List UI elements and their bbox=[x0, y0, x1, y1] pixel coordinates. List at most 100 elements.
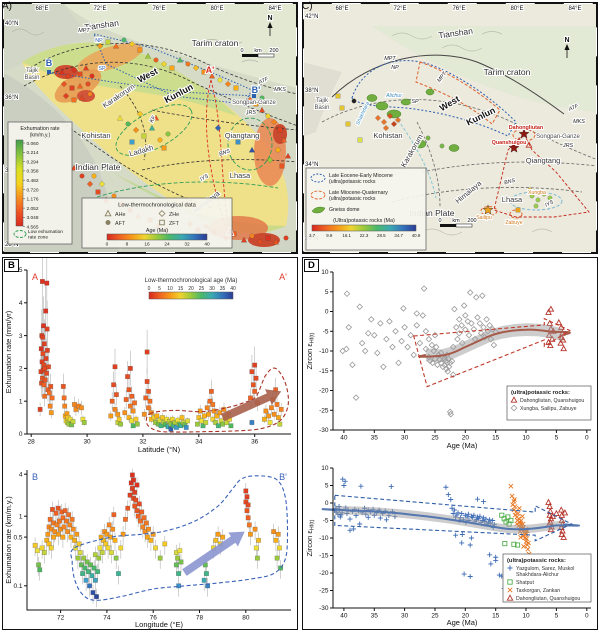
map-a-section-b-endpoint bbox=[47, 70, 51, 74]
colorbar-tick: 30 bbox=[209, 286, 215, 292]
legend-exhum-value: 2.052 bbox=[27, 206, 39, 212]
panel-b-letter: B bbox=[4, 259, 19, 272]
map-a-frame bbox=[2, 2, 298, 254]
legend-exhum-colorbar bbox=[15, 139, 24, 227]
map-a-canvas: 68°E72°E76°E80°E84°E40°N36°N32°N28°NTian… bbox=[2, 2, 298, 254]
x-tick-label: 15 bbox=[492, 613, 500, 620]
map-label: IYS bbox=[544, 199, 555, 209]
scalebar-seg bbox=[242, 54, 258, 57]
legend-item-label: Taxkorgan, Zankan bbox=[516, 588, 560, 594]
charts-d-canvas: 40 35 30 25 20 15 10 5 0 10 5 0 -5 -10 -15 -20 -25 -30 Age… bbox=[305, 269, 592, 627]
colorbar-tick: 20 bbox=[188, 286, 194, 292]
section-label-left: B bbox=[32, 472, 38, 482]
y-tick-label: -25 bbox=[319, 588, 329, 595]
map-label: Tarim craton bbox=[484, 67, 531, 77]
map-a-tianshan-terrain bbox=[2, 4, 94, 72]
x-tick-label: 36 bbox=[251, 439, 259, 446]
map-label: Xungba bbox=[528, 190, 546, 196]
legend-exhum-value: 0.294 bbox=[27, 159, 39, 165]
legend-thermo-age-tick: 32 bbox=[184, 242, 190, 248]
x-tick-label: 74 bbox=[103, 615, 111, 622]
map-label: BNS bbox=[504, 178, 517, 187]
x-tick-label: 30 bbox=[83, 439, 91, 446]
x-tick-label: 76 bbox=[150, 615, 158, 622]
panel-d-letter: D bbox=[304, 259, 319, 272]
legend-exhum-title: Exhumation rate bbox=[20, 126, 59, 132]
north-arrow-head bbox=[267, 22, 273, 28]
x-axis-label: Longitude (°E) bbox=[135, 620, 184, 629]
legend-c-colorbar bbox=[311, 224, 417, 232]
chart-d2: 40 35 30 25 20 15 10 5 0 10 5 0 -5 -10 -15 -20 -25 -30 Age… bbox=[305, 465, 592, 627]
legend-thermo-item: ZFT bbox=[169, 221, 180, 227]
map-top-tick: 80°E bbox=[210, 6, 223, 12]
x-tick-label: 10 bbox=[522, 435, 530, 442]
map-c-tajik-basin bbox=[302, 62, 342, 137]
legend-exhum-value: 0.060 bbox=[27, 141, 39, 147]
map-label: Kohistan bbox=[81, 131, 110, 140]
map-top-tick: 76°E bbox=[452, 6, 465, 12]
map-left-tick: 36°N bbox=[5, 95, 18, 101]
legend-exhum-value: 4.565 bbox=[27, 225, 39, 231]
map-label: KF bbox=[149, 114, 158, 124]
x-tick-label: 25 bbox=[431, 613, 439, 620]
section-label-left: A bbox=[32, 272, 38, 282]
y-tick-label: 0.5 bbox=[13, 534, 22, 541]
x-tick-label: 0 bbox=[585, 435, 589, 442]
map-label: JRS bbox=[562, 143, 574, 149]
y-tick-label: 0.1 bbox=[13, 583, 22, 590]
x-axis-label: Age (Ma) bbox=[447, 618, 478, 627]
y-tick-label: -20 bbox=[319, 570, 329, 577]
x-tick-label: 34 bbox=[195, 439, 203, 446]
map-label: Tajik Basin bbox=[24, 68, 39, 81]
colorbar-title: Low-thermochronological age (Ma) bbox=[145, 278, 238, 284]
legend-thermo-colorbar bbox=[106, 233, 208, 241]
y-tick-label: 10 bbox=[321, 269, 329, 276]
axes bbox=[24, 470, 291, 613]
map-c-tarim-craton bbox=[372, 26, 598, 112]
legend-low-exhum-note: rate zone bbox=[28, 235, 48, 241]
scalebar-zero: 0 bbox=[240, 48, 243, 54]
legend-title: (ultra)potassic rocks: bbox=[511, 390, 570, 396]
panel-c-label: C) bbox=[302, 1, 313, 12]
y-tick-label: 0 bbox=[325, 500, 329, 507]
map-label: Songpan-Ganze bbox=[232, 100, 276, 106]
y-tick-label: -25 bbox=[319, 407, 329, 414]
series-0 bbox=[333, 476, 523, 603]
y-axis-label: Exhumation rate (mm/yr) bbox=[4, 310, 13, 393]
map-a-hot-zone bbox=[77, 43, 143, 73]
legend-c-box bbox=[305, 167, 427, 251]
legend-c-bar-tick: 9.9 bbox=[326, 233, 333, 238]
x-tick-label: 15 bbox=[492, 435, 500, 442]
map-a-green-fringe-north bbox=[22, 42, 237, 116]
legend-exhum-value: 0.358 bbox=[27, 169, 39, 175]
y-tick-label: -5 bbox=[323, 328, 329, 335]
scalebar-unit: km bbox=[452, 218, 460, 224]
x-tick-label: 72 bbox=[57, 615, 65, 622]
legend-item-label: Shatput bbox=[516, 580, 534, 586]
legend-title: (ultra)potassic rocks: bbox=[507, 558, 566, 564]
x-tick-label: 78 bbox=[196, 615, 204, 622]
axes bbox=[330, 271, 591, 433]
map-label: A' bbox=[206, 65, 215, 75]
colorbar-tick: 10 bbox=[167, 286, 173, 292]
legend-thermo-age-tick: 0 bbox=[106, 242, 109, 248]
legend-c-item: (ultra)potassic rocks bbox=[329, 196, 376, 202]
x-tick-label: 35 bbox=[371, 435, 379, 442]
axes bbox=[24, 269, 291, 437]
scalebar-value: 200 bbox=[269, 48, 278, 54]
dashed-outline bbox=[70, 475, 289, 601]
trend-arrow bbox=[220, 389, 282, 422]
legend-thermo-item: AFT bbox=[115, 221, 126, 227]
y-tick-label: -10 bbox=[319, 348, 329, 355]
map-top-tick: 80°E bbox=[510, 6, 523, 12]
map-label: B' bbox=[252, 85, 261, 95]
map-a-tarim-craton bbox=[64, 4, 298, 88]
y-tick-label: -15 bbox=[319, 553, 329, 560]
map-top-tick: 76°E bbox=[152, 6, 165, 12]
colorbar-tick: 40 bbox=[230, 286, 236, 292]
map-label: Sailipu bbox=[476, 215, 492, 221]
x-tick-label: 30 bbox=[401, 613, 409, 620]
map-label: Qiangtang bbox=[225, 131, 260, 140]
map-label: Lhasa bbox=[502, 195, 523, 204]
